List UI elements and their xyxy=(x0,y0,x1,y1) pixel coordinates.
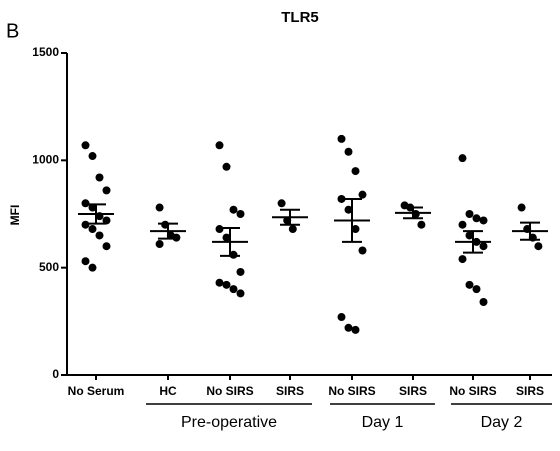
data-point xyxy=(465,231,474,240)
data-point xyxy=(155,240,164,249)
error-bar xyxy=(520,221,540,241)
data-point xyxy=(229,205,238,214)
data-point xyxy=(337,313,346,322)
y-axis-label: MFI xyxy=(8,205,22,226)
data-point xyxy=(155,203,164,212)
data-point xyxy=(88,152,97,161)
data-point xyxy=(337,194,346,203)
data-point xyxy=(172,233,181,242)
error-bar xyxy=(280,208,300,226)
error-bar xyxy=(403,206,423,220)
data-point xyxy=(215,225,224,234)
data-point xyxy=(102,186,111,195)
data-point xyxy=(344,147,353,156)
data-point xyxy=(344,205,353,214)
data-point xyxy=(458,220,467,229)
error-bar xyxy=(86,203,106,225)
error-bar xyxy=(342,197,362,243)
data-point xyxy=(288,225,297,234)
x-tick-label: No SIRS xyxy=(449,384,496,398)
data-point xyxy=(215,141,224,150)
y-tick-label: 1500 xyxy=(32,45,59,59)
y-tick-label: 0 xyxy=(52,367,59,381)
error-bar xyxy=(220,226,240,257)
error-bar xyxy=(463,230,483,254)
data-point xyxy=(95,173,104,182)
data-point xyxy=(351,167,360,176)
data-point xyxy=(337,134,346,143)
data-point xyxy=(236,210,245,218)
group-label: Pre-operative xyxy=(181,414,277,431)
data-point xyxy=(229,285,238,294)
data-point xyxy=(88,203,97,212)
x-tick-label: SIRS xyxy=(276,384,304,398)
data-point xyxy=(517,203,526,212)
data-point xyxy=(88,225,97,234)
data-point xyxy=(222,280,231,289)
data-point xyxy=(95,231,104,240)
data-point xyxy=(479,216,488,225)
y-tick-label: 500 xyxy=(39,260,59,274)
x-tick-label: No SIRS xyxy=(206,384,253,398)
data-point xyxy=(458,154,467,163)
error-bar xyxy=(158,222,178,240)
data-point xyxy=(472,214,481,223)
data-point xyxy=(81,141,90,150)
data-point xyxy=(102,242,111,251)
data-point xyxy=(277,199,286,208)
data-point xyxy=(81,199,90,208)
data-point xyxy=(534,242,543,251)
data-point xyxy=(236,267,245,276)
data-point xyxy=(351,325,360,334)
y-tick-label: 1000 xyxy=(32,153,59,167)
data-point xyxy=(358,190,367,199)
x-tick-label: SIRS xyxy=(516,384,544,398)
data-point xyxy=(236,289,245,298)
data-point xyxy=(465,280,474,289)
data-point xyxy=(222,233,231,242)
x-tick-label: HC xyxy=(159,384,177,398)
data-point xyxy=(81,257,90,266)
data-point xyxy=(215,278,224,287)
data-point xyxy=(351,225,360,234)
chart-title: TLR5 xyxy=(281,9,319,26)
group-label: Day 2 xyxy=(481,414,523,431)
data-point xyxy=(358,246,367,255)
x-tick-label: No SIRS xyxy=(328,384,375,398)
panel-label: B xyxy=(6,20,19,42)
data-point xyxy=(102,216,111,225)
x-tick-label: No Serum xyxy=(68,384,125,398)
data-point xyxy=(344,323,353,332)
data-point xyxy=(472,285,481,294)
group-label: Day 1 xyxy=(362,414,404,431)
data-point xyxy=(88,263,97,272)
data-point xyxy=(222,162,231,171)
data-point xyxy=(479,242,488,251)
data-point xyxy=(479,298,488,307)
x-tick-label: SIRS xyxy=(399,384,427,398)
data-point xyxy=(417,220,426,229)
data-point xyxy=(465,210,474,218)
data-point xyxy=(81,220,90,229)
data-point xyxy=(458,255,467,264)
